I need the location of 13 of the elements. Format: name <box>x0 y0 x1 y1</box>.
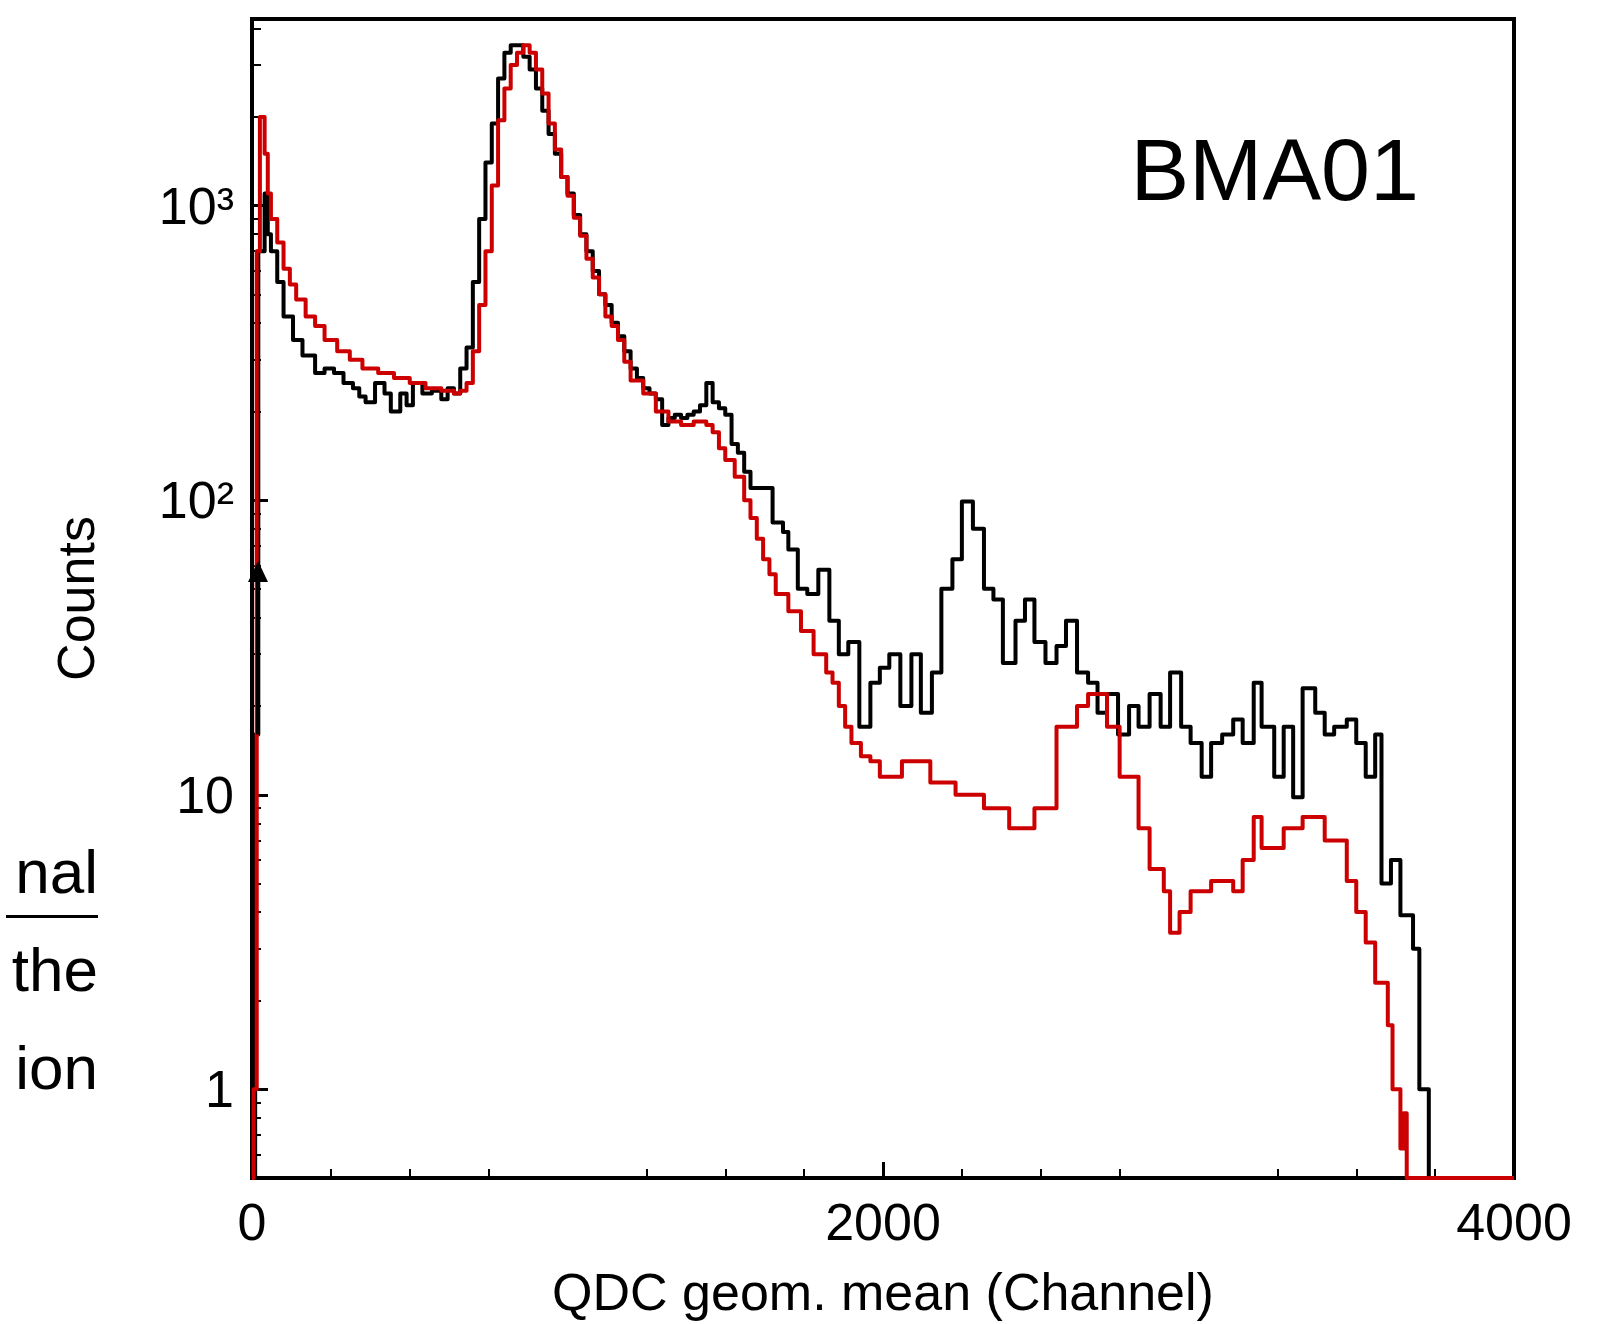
y-tick-label: 10³ <box>158 176 234 235</box>
text: the <box>11 934 99 1004</box>
x-axis-title: QDC geom. mean (Channel) <box>552 1263 1214 1321</box>
y-tick-label: 10 <box>176 765 234 824</box>
text: ion <box>15 1032 99 1102</box>
y-tick-label: 1 <box>205 1060 234 1119</box>
x-tick-label: 2000 <box>825 1193 941 1251</box>
x-tick-label: 0 <box>237 1193 267 1251</box>
y-axis-title: Counts <box>47 516 105 681</box>
y-tick-label: 10² <box>158 471 234 530</box>
x-tick-label: 4000 <box>1456 1193 1572 1251</box>
text: nal <box>15 836 99 906</box>
annotation: BMA01 <box>1130 119 1419 219</box>
